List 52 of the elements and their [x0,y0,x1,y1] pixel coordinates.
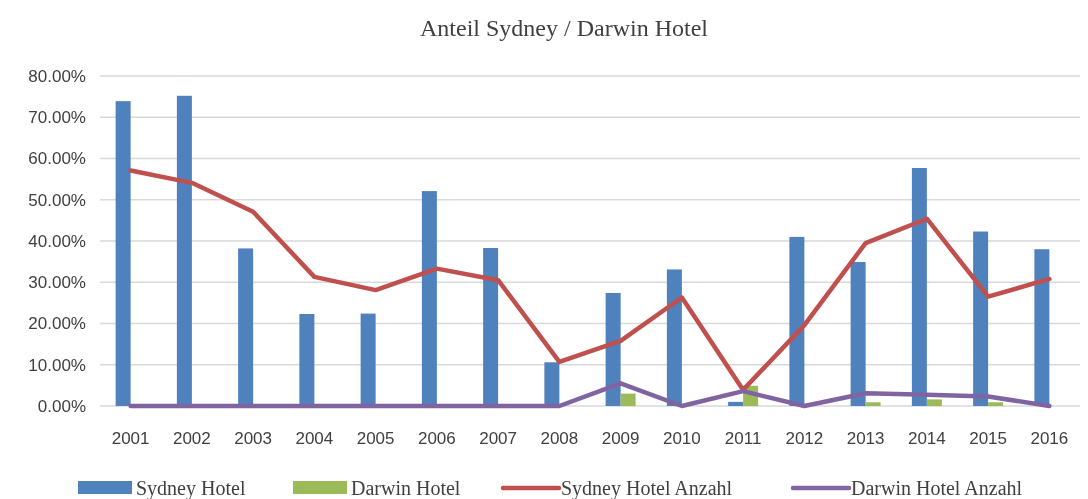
y-tick-label: 40.00% [28,231,86,251]
x-tick-label: 2015 [969,429,1008,448]
bar [238,248,254,406]
y-tick-label: 10.00% [28,355,86,375]
bar [865,402,881,406]
bar [1034,249,1050,406]
x-tick-label: 2011 [724,429,762,448]
bar [926,399,942,406]
y-tick-label: 0.00% [37,396,86,416]
x-tick-label: 2010 [662,429,701,448]
x-tick-label: 2014 [907,429,946,448]
bar [666,269,682,406]
legend-label: Sydney Hotel [136,477,246,499]
y-tick-label: 20.00% [28,314,86,334]
bar [789,236,805,406]
x-tick-label: 2012 [785,429,824,448]
x-tick-label: 2004 [295,429,334,448]
y-tick-label: 30.00% [28,273,86,293]
bar [360,313,376,406]
x-tick-label: 2001 [111,429,150,448]
bar [544,362,560,406]
bar [911,167,927,406]
x-tick-label: 2009 [601,429,640,448]
y-tick-label: 60.00% [28,149,86,169]
bar [299,314,315,406]
x-tick-label: 2007 [479,429,518,448]
legend-label: Darwin Hotel Anzahl [851,477,1023,499]
y-tick-label: 70.00% [28,108,86,128]
x-tick-label: 2006 [417,429,456,448]
y-tick-label: 50.00% [28,190,86,210]
bar [973,231,989,406]
bar [728,401,744,406]
x-tick-label: 2016 [1030,429,1069,448]
bar [988,402,1004,406]
bar [115,101,131,406]
x-tick-label: 2003 [234,429,273,448]
bar [483,248,499,406]
x-tick-label: 2013 [846,429,885,448]
y-tick-label: 80.00% [28,66,86,86]
legend-label: Darwin Hotel [351,477,461,499]
x-tick-label: 2002 [172,429,211,448]
bar [176,95,192,406]
legend-label: Sydney Hotel Anzahl [561,477,733,499]
bar [421,191,437,406]
bar [605,292,621,406]
line-series [128,168,1052,393]
chart-title: Anteil Sydney / Darwin Hotel [420,15,709,41]
bar [620,393,636,406]
line-series [128,381,1052,409]
x-tick-label: 2005 [356,429,395,448]
x-tick-label: 2008 [540,429,579,448]
bar [850,262,866,406]
